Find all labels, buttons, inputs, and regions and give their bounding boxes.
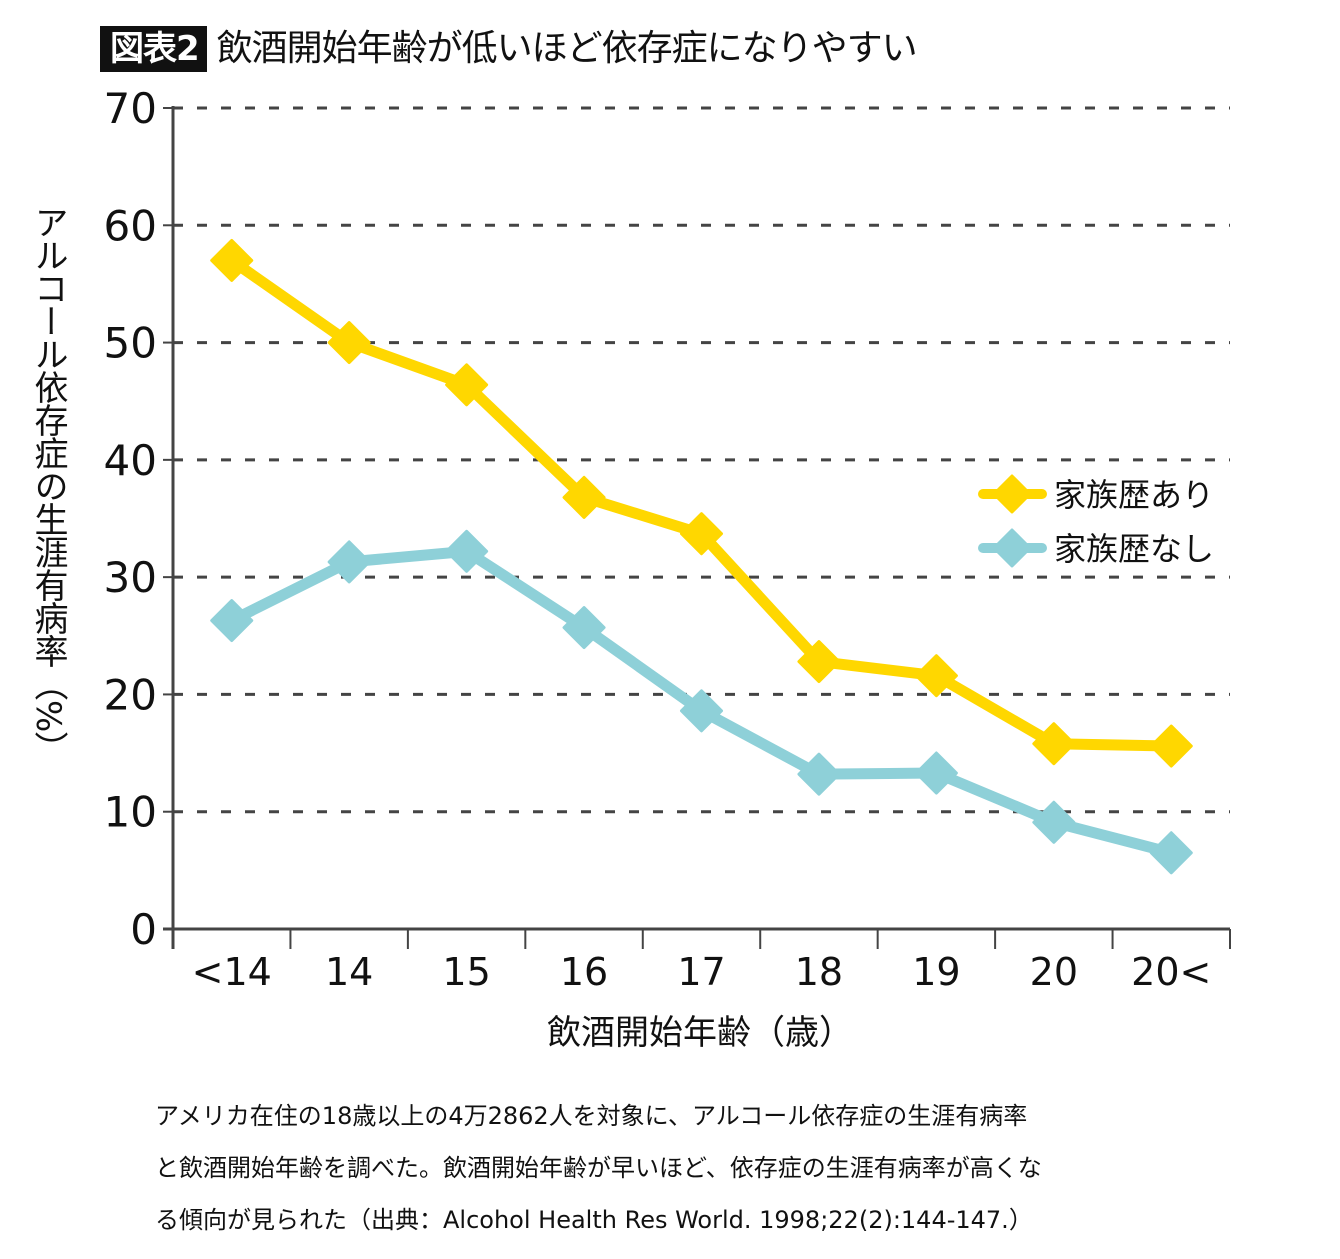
data-point <box>210 238 254 282</box>
data-point <box>680 512 723 556</box>
line-chart: 0 10 20 30 40 50 60 70 <14 14 15 16 17 18 19 20 20< 家族歴… <box>104 84 1231 1053</box>
y-tick-label: 0 <box>130 905 157 954</box>
data-point <box>914 751 958 795</box>
data-point <box>562 475 606 519</box>
series-without-family-history <box>210 529 1193 875</box>
legend-label: 家族歴あり <box>1054 476 1214 514</box>
series-with-family-history <box>210 238 1193 768</box>
x-tick-label: <14 <box>192 950 272 994</box>
figure-title: 飲酒開始年齢が低いほど依存症になりやすい <box>216 28 918 69</box>
figure-title-row: 図表2 飲酒開始年齢が低いほど依存症になりやすい <box>100 24 918 74</box>
caption-line: アメリカ在住の18歳以上の4万2862人を対象に、アルコール依存症の生涯有病率 <box>155 1102 1028 1130</box>
y-tick-label: 30 <box>104 553 157 602</box>
data-point <box>210 599 254 643</box>
y-tick-labels: 0 10 20 30 40 50 60 70 <box>104 84 157 954</box>
x-tick-label: 14 <box>325 950 373 994</box>
y-tick-label: 10 <box>104 788 157 837</box>
legend-item: 家族歴あり <box>978 474 1214 514</box>
x-axis-label: 飲酒開始年齢（歳） <box>547 1013 853 1053</box>
data-point <box>797 640 841 684</box>
data-point <box>1149 831 1193 875</box>
data-point <box>445 529 489 573</box>
data-point <box>327 321 371 365</box>
data-point <box>327 540 371 584</box>
x-tick-label: 16 <box>560 950 608 994</box>
caption: アメリカ在住の18歳以上の4万2862人を対象に、アルコール依存症の生涯有病率 … <box>155 1090 1255 1246</box>
data-point <box>1032 722 1076 766</box>
x-tick-label: 19 <box>912 950 960 994</box>
legend-label: 家族歴なし <box>1054 530 1214 568</box>
y-tick-label: 70 <box>104 84 157 133</box>
legend-item: 家族歴なし <box>978 528 1214 568</box>
y-tick-label: 50 <box>104 319 157 368</box>
y-tick-label: 20 <box>104 670 157 719</box>
series-group <box>210 238 1193 875</box>
data-point <box>680 689 723 733</box>
series-line <box>228 255 1172 752</box>
x-tick-label: 18 <box>795 950 843 994</box>
y-axis-label: アルコール依存症の生涯有病率（%） <box>28 205 68 765</box>
figure-badge: 図表2 <box>100 26 207 72</box>
data-point <box>1149 724 1193 768</box>
x-tick-label: 17 <box>677 950 725 994</box>
x-tick-label: 15 <box>442 950 490 994</box>
data-point <box>1032 800 1076 844</box>
y-tick-label: 40 <box>104 436 157 485</box>
caption-line: と飲酒開始年齢を調べた。飲酒開始年齢が早いほど、依存症の生涯有病率が高くな <box>155 1154 1042 1182</box>
x-tick-label: 20 <box>1030 950 1078 994</box>
x-tick-labels: <14 14 15 16 17 18 19 20 20< <box>192 950 1212 994</box>
data-point <box>562 606 606 650</box>
axes <box>163 106 1231 949</box>
y-tick-label: 60 <box>104 201 157 250</box>
data-point <box>445 363 489 407</box>
caption-line: る傾向が見られた（出典：Alcohol Health Res World. 19… <box>155 1206 1033 1234</box>
legend-swatch-diamond <box>992 474 1032 514</box>
x-tick-label: 20< <box>1131 950 1211 994</box>
legend-swatch-diamond <box>992 528 1032 568</box>
data-point <box>914 654 958 698</box>
data-point <box>797 752 841 796</box>
